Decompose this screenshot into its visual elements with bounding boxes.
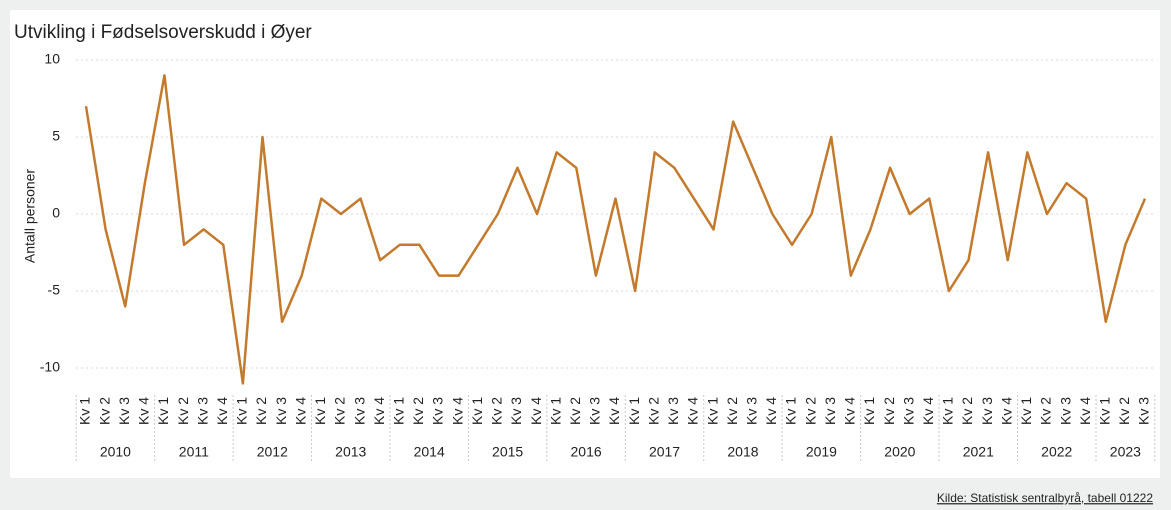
- x-tick-label: Kv 3: [1057, 397, 1073, 425]
- x-tick-label: Kv 2: [175, 397, 191, 425]
- x-tick-label: Kv 2: [881, 397, 897, 425]
- x-tick-label: Kv 4: [1077, 397, 1093, 425]
- year-label: 2012: [257, 444, 288, 460]
- x-tick-label: Kv 3: [665, 397, 681, 425]
- x-tick-label: Kv 1: [469, 397, 485, 425]
- x-tick-label: Kv 3: [979, 397, 995, 425]
- x-tick-label: Kv 4: [685, 397, 701, 425]
- x-tick-label: Kv 1: [547, 397, 563, 425]
- year-label: 2020: [884, 444, 915, 460]
- x-tick-label: Kv 4: [371, 397, 387, 425]
- year-label: 2011: [179, 444, 209, 460]
- x-tick-label: Kv 2: [96, 397, 112, 425]
- y-tick-label: -10: [40, 359, 60, 375]
- y-tick-label: -5: [48, 282, 61, 298]
- x-tick-label: Kv 2: [645, 397, 661, 425]
- x-tick-label: Kv 1: [783, 397, 799, 425]
- x-tick-label: Kv 4: [136, 397, 152, 425]
- data-line: [84, 74, 1147, 385]
- x-tick-label: Kv 4: [214, 397, 230, 425]
- x-tick-label: Kv 4: [842, 397, 858, 425]
- year-label: 2021: [963, 444, 994, 460]
- panel: [10, 10, 1160, 478]
- year-label: 2018: [727, 444, 758, 460]
- x-tick-label: Kv 1: [312, 397, 328, 425]
- x-tick-label: Kv 2: [1116, 397, 1132, 425]
- year-label: 2015: [492, 444, 523, 460]
- y-axis-title: Antall personer: [22, 169, 38, 264]
- x-tick-label: Kv 3: [822, 397, 838, 425]
- x-tick-label: Kv 1: [704, 397, 720, 425]
- x-tick-label: Kv 3: [508, 397, 524, 425]
- x-tick-label: Kv 3: [273, 397, 289, 425]
- x-tick-label: Kv 2: [567, 397, 583, 425]
- x-tick-label: Kv 2: [410, 397, 426, 425]
- x-tick-label: Kv 4: [449, 397, 465, 425]
- x-tick-label: Kv 4: [292, 397, 308, 425]
- x-tick-label: Kv 1: [155, 397, 171, 425]
- y-tick-label: 0: [52, 205, 60, 221]
- x-tick-label: Kv 1: [234, 397, 250, 425]
- x-tick-label: Kv 3: [1136, 397, 1152, 425]
- x-tick-label: Kv 1: [1018, 397, 1034, 425]
- x-tick-label: Kv 2: [332, 397, 348, 425]
- y-tick-label: 5: [52, 128, 60, 144]
- x-tick-label: Kv 3: [351, 397, 367, 425]
- x-tick-label: Kv 3: [587, 397, 603, 425]
- x-tick-label: Kv 2: [724, 397, 740, 425]
- x-tick-label: Kv 4: [528, 397, 544, 425]
- source[interactable]: Kilde: Statistisk sentralbyrå, tabell 01…: [937, 491, 1153, 505]
- x-tick-label: Kv 2: [253, 397, 269, 425]
- x-tick-label: Kv 1: [77, 397, 93, 425]
- x-tick-label: Kv 4: [998, 397, 1014, 425]
- x-tick-label: Kv 4: [606, 397, 622, 425]
- x-tick-label: Kv 2: [1038, 397, 1054, 425]
- year-label: 2023: [1110, 444, 1141, 460]
- x-tick-label: Kv 3: [116, 397, 132, 425]
- year-label: 2010: [100, 444, 131, 460]
- year-label: 2022: [1041, 444, 1072, 460]
- x-tick-label: Kv 2: [489, 397, 505, 425]
- x-tick-label: Kv 1: [390, 397, 406, 425]
- x-tick-label: Kv 1: [626, 397, 642, 425]
- x-tick-label: Kv 2: [802, 397, 818, 425]
- x-tick-label: Kv 1: [940, 397, 956, 425]
- x-tick-label: Kv 4: [763, 397, 779, 425]
- year-label: 2013: [335, 444, 366, 460]
- year-label: 2014: [414, 444, 445, 460]
- x-tick-label: Kv 3: [743, 397, 759, 425]
- x-tick-label: Kv 3: [194, 397, 210, 425]
- x-tick-label: Kv 2: [959, 397, 975, 425]
- x-tick-label: Kv 1: [861, 397, 877, 425]
- x-tick-label: Kv 1: [1096, 397, 1112, 425]
- x-tick-label: Kv 4: [920, 397, 936, 425]
- year-label: 2016: [571, 444, 602, 460]
- chart-title: Utvikling i Fødselsoverskudd i Øyer: [14, 22, 312, 43]
- x-tick-label: Kv 3: [430, 397, 446, 425]
- x-tick-label: Kv 3: [900, 397, 916, 425]
- y-tick-label: 10: [44, 51, 60, 67]
- year-label: 2017: [649, 444, 680, 460]
- year-label: 2019: [806, 444, 837, 460]
